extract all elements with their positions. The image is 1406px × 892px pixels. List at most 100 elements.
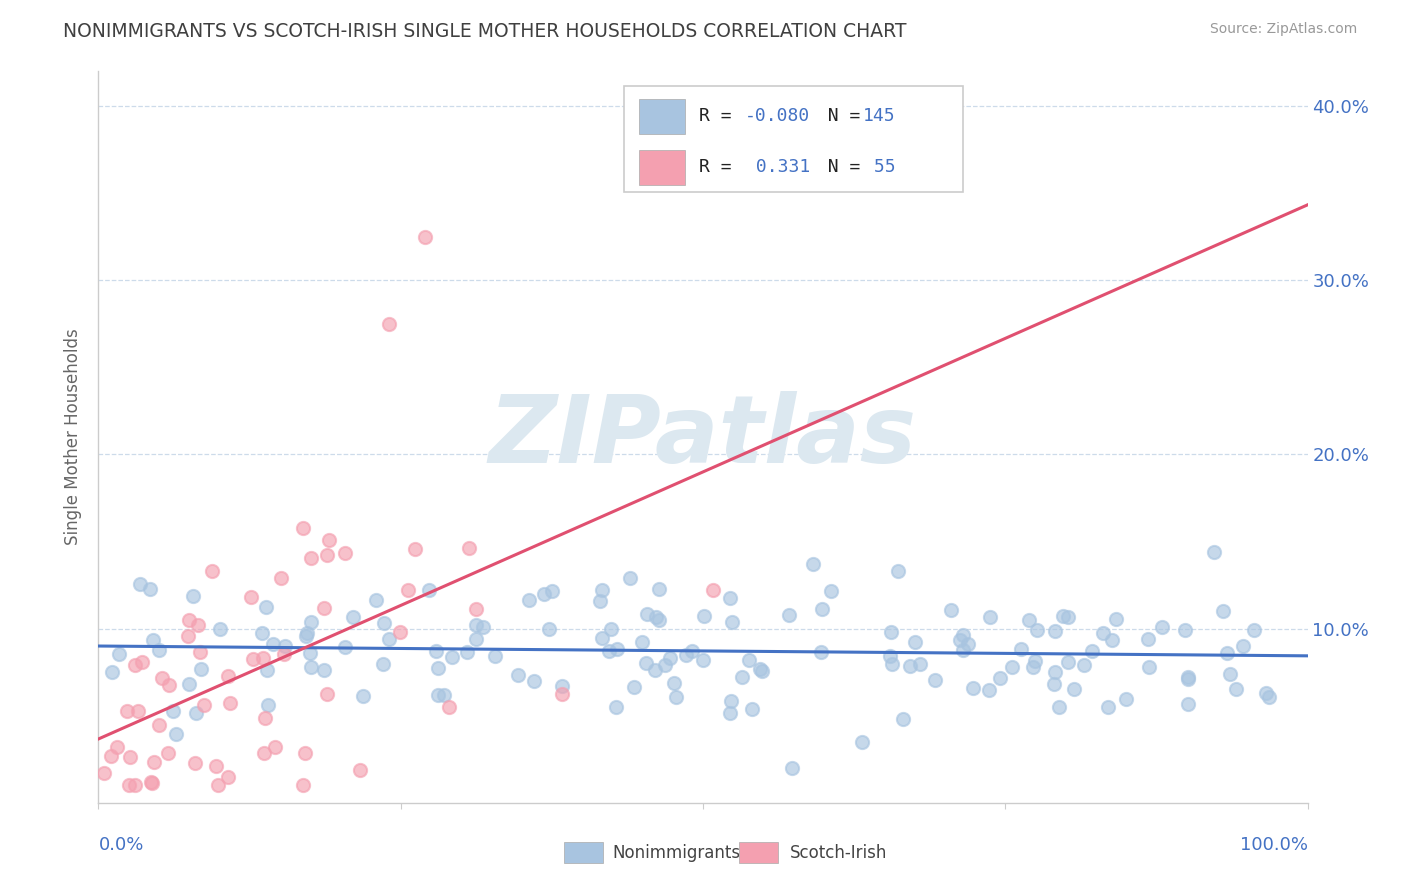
Point: [939, 603, 962, 617]
Point: [273, 647, 295, 661]
Point: [187, 618, 209, 632]
Point: [142, 755, 165, 769]
Point: [551, 679, 574, 693]
Point: [702, 582, 724, 597]
Text: 0.0%: 0.0%: [98, 836, 143, 854]
Point: [157, 678, 180, 692]
Point: [256, 663, 278, 677]
Point: [298, 646, 321, 660]
Point: [1115, 691, 1137, 706]
Point: [606, 641, 628, 656]
Text: Nonimmigrants: Nonimmigrants: [613, 844, 741, 862]
Point: [413, 229, 436, 244]
Point: [1101, 632, 1123, 647]
Point: [349, 764, 371, 778]
Point: [342, 610, 364, 624]
Point: [207, 778, 229, 792]
Point: [1177, 697, 1199, 711]
Point: [377, 317, 399, 331]
Point: [364, 593, 387, 607]
Point: [619, 570, 641, 584]
Point: [253, 746, 276, 760]
Point: [165, 727, 187, 741]
Point: [517, 593, 540, 607]
Point: [718, 706, 741, 720]
Point: [471, 620, 494, 634]
Point: [190, 645, 212, 659]
Point: [177, 676, 200, 690]
Point: [645, 610, 668, 624]
Point: [1056, 610, 1078, 624]
Point: [193, 698, 215, 712]
Text: 100.0%: 100.0%: [1240, 836, 1308, 854]
Point: [352, 690, 374, 704]
Point: [904, 634, 927, 648]
Point: [141, 776, 163, 790]
Point: [720, 694, 742, 708]
Point: [778, 607, 800, 622]
Point: [264, 739, 287, 754]
Point: [598, 644, 620, 658]
Point: [208, 622, 231, 636]
Point: [1043, 624, 1066, 639]
Point: [404, 541, 426, 556]
Point: [105, 740, 128, 755]
Point: [1232, 639, 1254, 653]
Point: [1010, 641, 1032, 656]
Point: [600, 622, 623, 636]
Point: [1018, 613, 1040, 627]
Point: [118, 750, 141, 764]
Point: [253, 711, 276, 725]
Point: [654, 658, 676, 673]
Point: [108, 647, 131, 661]
Point: [129, 577, 152, 591]
Point: [1043, 665, 1066, 680]
Text: R =: R =: [699, 107, 742, 125]
Point: [801, 557, 824, 571]
FancyBboxPatch shape: [638, 150, 685, 185]
Point: [177, 629, 200, 643]
Point: [333, 640, 356, 654]
Point: [1092, 626, 1115, 640]
Point: [274, 640, 297, 654]
Point: [426, 688, 449, 702]
Point: [644, 663, 666, 677]
Point: [458, 541, 481, 555]
Text: 0.331: 0.331: [745, 158, 811, 176]
Point: [1097, 699, 1119, 714]
Point: [299, 615, 322, 629]
Point: [533, 586, 555, 600]
Point: [648, 613, 671, 627]
Point: [418, 583, 440, 598]
Point: [115, 704, 138, 718]
Point: [665, 690, 688, 705]
Point: [551, 687, 574, 701]
Point: [1043, 677, 1066, 691]
Point: [506, 668, 529, 682]
Point: [692, 653, 714, 667]
Point: [1137, 632, 1160, 647]
Point: [979, 610, 1001, 624]
Point: [312, 601, 335, 615]
Point: [1243, 624, 1265, 638]
Point: [294, 629, 316, 643]
Point: [952, 628, 974, 642]
Point: [908, 657, 931, 671]
Point: [693, 608, 716, 623]
Point: [205, 759, 228, 773]
Point: [880, 624, 903, 639]
Point: [605, 699, 627, 714]
Point: [190, 662, 212, 676]
Text: R =: R =: [699, 158, 742, 176]
Point: [93, 766, 115, 780]
Point: [100, 748, 122, 763]
Point: [239, 590, 262, 604]
Text: ZIPatlas: ZIPatlas: [489, 391, 917, 483]
Point: [1024, 654, 1046, 668]
Point: [314, 664, 336, 678]
Point: [851, 735, 873, 749]
Text: N =: N =: [806, 158, 872, 176]
Point: [780, 761, 803, 775]
Point: [924, 673, 946, 687]
Point: [139, 775, 162, 789]
